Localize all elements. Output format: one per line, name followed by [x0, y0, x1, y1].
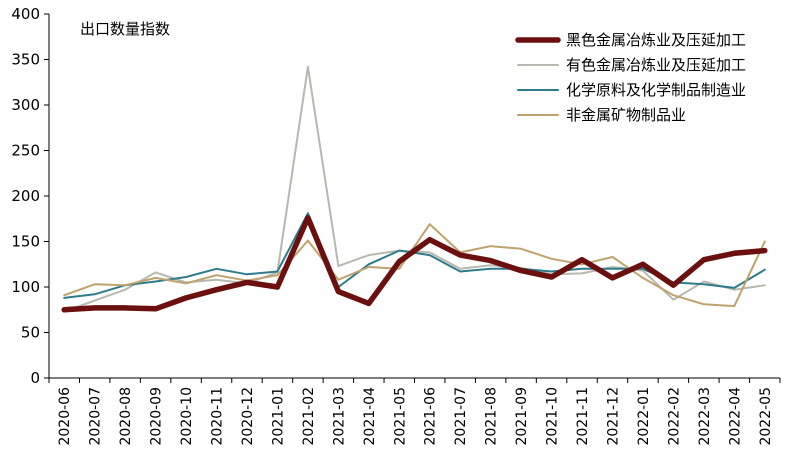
x-tick-label: 2021-09	[514, 387, 530, 446]
x-tick-label: 2022-04	[727, 387, 743, 446]
y-tick-label: 100	[11, 278, 40, 296]
series-layer	[61, 65, 768, 313]
x-tick-label: 2022-02	[666, 387, 682, 446]
y-tick-label: 0	[30, 369, 40, 387]
series-line-0	[61, 215, 768, 313]
x-tick-label: 2022-01	[636, 387, 652, 446]
x-tick-label: 2021-04	[362, 387, 378, 446]
x-tick-label: 2020-12	[240, 387, 256, 446]
legend-label-3: 非金属矿物制品业	[566, 106, 686, 124]
x-tick-label: 2021-11	[575, 387, 591, 446]
y-tick-label: 400	[11, 5, 40, 23]
x-tick-label: 2021-05	[392, 387, 408, 446]
x-tick-label: 2020-10	[179, 387, 195, 446]
chart-title: 出口数量指数	[80, 20, 170, 38]
y-tick-label: 350	[11, 51, 40, 69]
x-tick-label: 2020-06	[57, 387, 73, 446]
x-tick-label: 2021-02	[301, 387, 317, 446]
y-tick-label: 300	[11, 96, 40, 114]
x-tick-label: 2022-03	[697, 387, 713, 446]
x-tick-label: 2020-07	[88, 387, 104, 446]
legend-label-0: 黑色金属冶炼业及压延加工	[566, 31, 746, 49]
x-tick-label: 2021-10	[545, 387, 561, 446]
y-tick-label: 50	[21, 324, 40, 342]
legend-label-1: 有色金属冶炼业及压延加工	[566, 56, 746, 74]
x-tick-label: 2020-09	[149, 387, 165, 446]
series-line-2	[63, 212, 766, 299]
x-tick-label: 2021-07	[453, 387, 469, 446]
x-tick-label: 2021-06	[423, 387, 439, 446]
axes: 0 50 100 150 200 250 300 350 400 2020-06 2020-07 20…	[11, 5, 781, 446]
x-tick-label: 2021-12	[605, 387, 621, 446]
legend: 黑色金属冶炼业及压延加工有色金属冶炼业及压延加工化学原料及化学制品制造业非金属矿…	[515, 31, 746, 124]
x-tick-label: 2021-08	[484, 387, 500, 446]
y-tick-label: 250	[11, 142, 40, 160]
y-tick-label: 200	[11, 187, 40, 205]
x-tick-label: 2021-01	[270, 387, 286, 446]
x-tick-label: 2020-08	[118, 387, 134, 446]
x-tick-label: 2021-03	[331, 387, 347, 446]
legend-label-2: 化学原料及化学制品制造业	[566, 81, 746, 99]
x-tick-label: 2022-05	[758, 387, 774, 446]
series-line-3	[63, 223, 766, 308]
x-tick-label: 2020-11	[210, 387, 226, 446]
y-tick-label: 150	[11, 233, 40, 251]
